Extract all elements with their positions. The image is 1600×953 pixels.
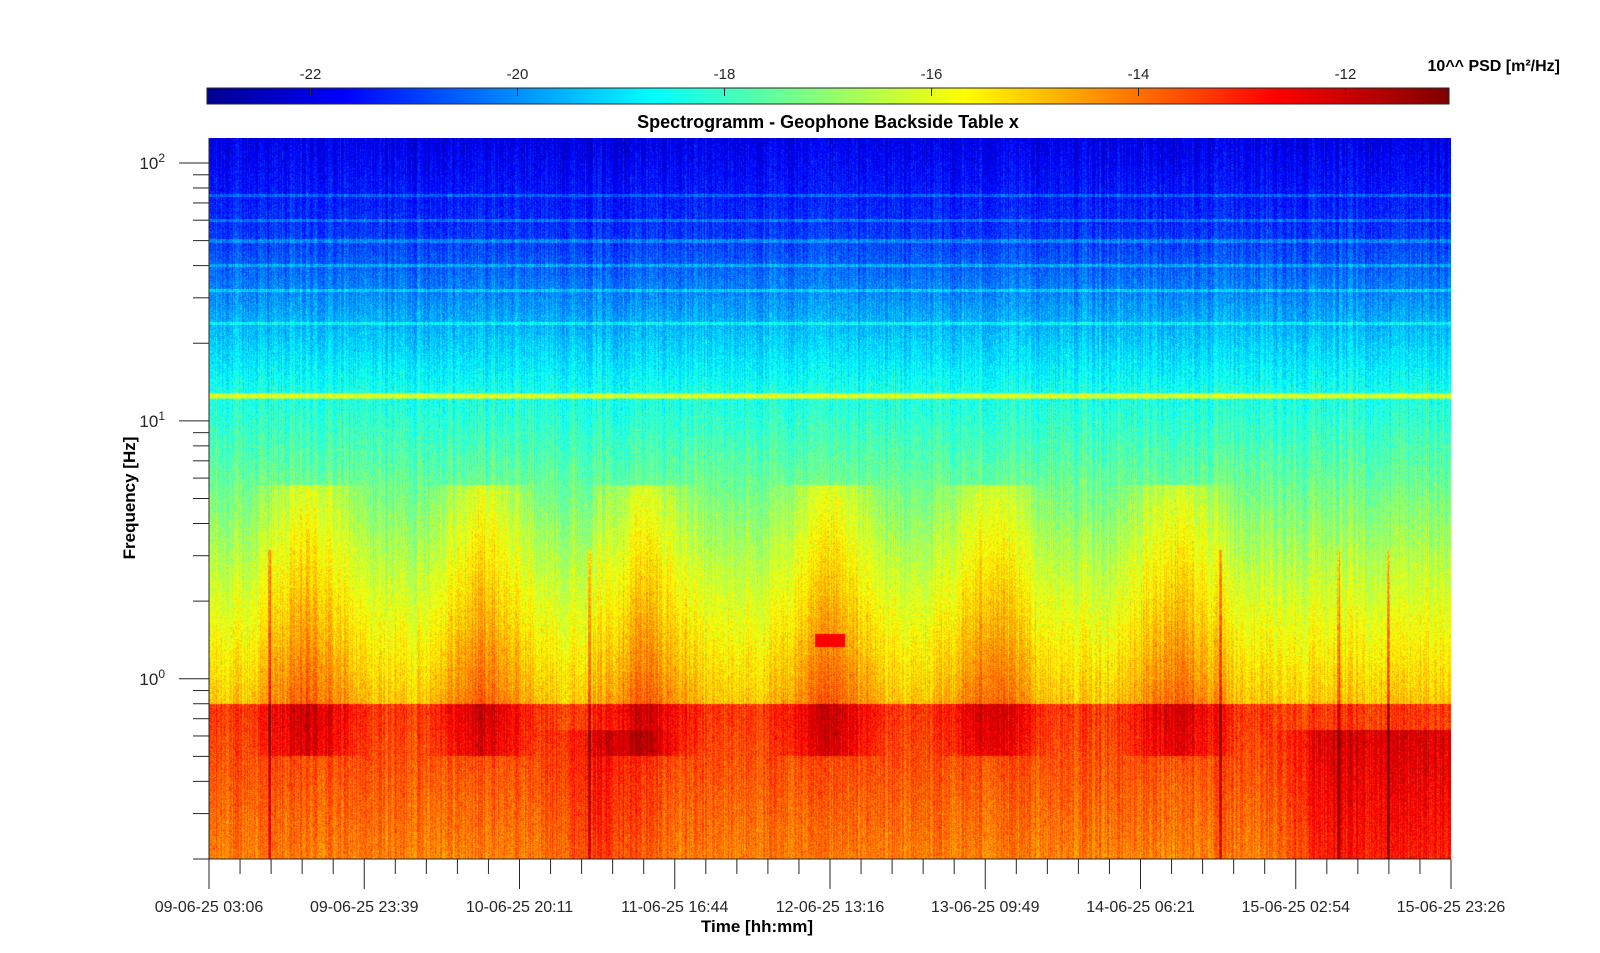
y-tick-label: 102: [139, 151, 165, 173]
colorbar-label: 10^^ PSD [m²/Hz]: [1428, 58, 1560, 75]
x-tick-label: 14-06-25 06:21: [1086, 899, 1195, 916]
x-tick-label: 15-06-25 02:54: [1241, 899, 1350, 916]
y-axis: 100 101 102: [139, 138, 210, 860]
colorbar-tick-label: -16: [921, 66, 943, 83]
colorbar-tick-label: -22: [300, 66, 322, 83]
colorbar-tick-label: -18: [714, 66, 736, 83]
y-tick-label: 100: [139, 667, 165, 689]
x-axis: 09-06-25 03:06 09-06-25 23:39 10-06-25 20:…: [155, 858, 1506, 916]
x-tick-label: 09-06-25 23:39: [310, 899, 419, 916]
y-tick-label: 101: [139, 409, 165, 431]
colorbar-ticks: -22 -20 -18 -16 -14 -12: [300, 66, 1357, 96]
colorbar: -22 -20 -18 -16 -14 -12 10^^ PSD [m²/Hz]: [206, 58, 1560, 105]
chart-title: Spectrogramm - Geophone Backside Table x: [637, 112, 1019, 132]
colorbar-tick-label: -14: [1128, 66, 1150, 83]
x-tick-label: 13-06-25 09:49: [931, 899, 1040, 916]
colorbar-tick-label: -20: [507, 66, 529, 83]
colorbar-tick-label: -12: [1335, 66, 1357, 83]
x-tick-label: 12-06-25 13:16: [776, 899, 885, 916]
x-tick-label: 10-06-25 20:11: [466, 899, 573, 916]
x-tick-label: 09-06-25 03:06: [155, 899, 264, 916]
x-tick-label: 15-06-25 23:26: [1397, 899, 1506, 916]
x-axis-label: Time [hh:mm]: [701, 917, 813, 936]
plot-area: [209, 138, 1451, 859]
y-axis-label: Frequency [Hz]: [120, 437, 139, 560]
spectrogram-image: [209, 138, 1451, 859]
colorbar-gradient: [206, 87, 1450, 105]
x-tick-label: 11-06-25 16:44: [621, 899, 728, 916]
